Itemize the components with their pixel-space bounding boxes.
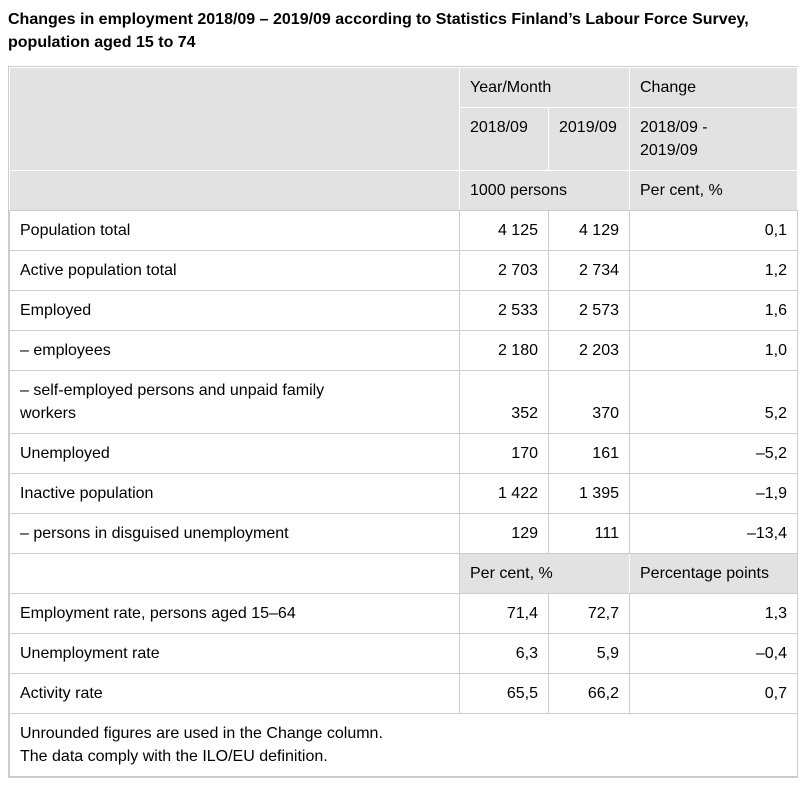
table-row: Activity rate 65,5 66,2 0,7 xyxy=(9,673,798,714)
change-value-cell: 1,3 xyxy=(629,593,798,634)
table-row: – self-employed persons and unpaid famil… xyxy=(9,370,798,434)
table-row: – employees 2 180 2 203 1,0 xyxy=(9,330,798,371)
header-2018-09: 2018/09 xyxy=(459,107,549,171)
value-2019-cell: 72,7 xyxy=(548,593,630,634)
change-value-cell: 0,1 xyxy=(629,210,798,251)
employment-table: Year/Month Change 2018/09 2019/09 2018/0… xyxy=(9,67,798,777)
subheader-empty-cell xyxy=(9,553,460,594)
table-row: – persons in disguised unemployment 129 … xyxy=(9,513,798,554)
subheader-unit-per-cent: Per cent, % xyxy=(459,553,630,594)
change-value-cell: –13,4 xyxy=(629,513,798,554)
value-2019-cell: 2 203 xyxy=(548,330,630,371)
subheader-row-rates: Per cent, % Percentage points xyxy=(9,553,798,594)
change-value-cell: 5,2 xyxy=(629,370,798,434)
row-label-cell: Population total xyxy=(9,210,460,251)
employment-table-wrapper: Year/Month Change 2018/09 2019/09 2018/0… xyxy=(8,66,798,778)
change-value-cell: –5,2 xyxy=(629,433,798,474)
change-value-cell: 1,0 xyxy=(629,330,798,371)
table-row: Employed 2 533 2 573 1,6 xyxy=(9,290,798,331)
value-2019-cell: 111 xyxy=(548,513,630,554)
value-2018-cell: 2 180 xyxy=(459,330,549,371)
row-label-cell: – persons in disguised unemployment xyxy=(9,513,460,554)
value-2018-cell: 352 xyxy=(459,370,549,434)
header-unit-1000-persons: 1000 persons xyxy=(459,170,630,211)
change-value-cell: –0,4 xyxy=(629,633,798,674)
value-2019-cell: 66,2 xyxy=(548,673,630,714)
table-row: Inactive population 1 422 1 395 –1,9 xyxy=(9,473,798,514)
table-row: Unemployed 170 161 –5,2 xyxy=(9,433,798,474)
value-2018-cell: 170 xyxy=(459,433,549,474)
value-2019-cell: 2 573 xyxy=(548,290,630,331)
value-2019-cell: 370 xyxy=(548,370,630,434)
header-2019-09: 2019/09 xyxy=(548,107,630,171)
header-row-units-title: Year/Month Change xyxy=(9,67,798,171)
value-2018-cell: 65,5 xyxy=(459,673,549,714)
table-row: Unemployment rate 6,3 5,9 –0,4 xyxy=(9,633,798,674)
change-value-cell: 0,7 xyxy=(629,673,798,714)
row-label-cell: – self-employed persons and unpaid famil… xyxy=(9,370,460,434)
row-label-cell: Employment rate, persons aged 15–64 xyxy=(9,593,460,634)
header-row-measure-units: 1000 persons Per cent, % xyxy=(9,170,798,211)
row-label-cell: – employees xyxy=(9,330,460,371)
header-empty-cell-2 xyxy=(9,170,460,211)
row-label-cell: Unemployed xyxy=(9,433,460,474)
value-2018-cell: 1 422 xyxy=(459,473,549,514)
row-label-cell: Active population total xyxy=(9,250,460,291)
change-value-cell: 1,6 xyxy=(629,290,798,331)
table-row: Active population total 2 703 2 734 1,2 xyxy=(9,250,798,291)
value-2018-cell: 71,4 xyxy=(459,593,549,634)
value-2018-cell: 4 125 xyxy=(459,210,549,251)
row-label-cell: Employed xyxy=(9,290,460,331)
value-2019-cell: 161 xyxy=(548,433,630,474)
header-unit-per-cent: Per cent, % xyxy=(629,170,798,211)
value-2018-cell: 129 xyxy=(459,513,549,554)
table-row: Employment rate, persons aged 15–64 71,4… xyxy=(9,593,798,634)
subheader-unit-percentage-points: Percentage points xyxy=(629,553,798,594)
value-2018-cell: 6,3 xyxy=(459,633,549,674)
header-change: Change xyxy=(629,67,798,108)
row-label-cell: Unemployment rate xyxy=(9,633,460,674)
value-2018-cell: 2 533 xyxy=(459,290,549,331)
change-value-cell: 1,2 xyxy=(629,250,798,291)
value-2019-cell: 1 395 xyxy=(548,473,630,514)
value-2019-cell: 4 129 xyxy=(548,210,630,251)
value-2018-cell: 2 703 xyxy=(459,250,549,291)
footnote-row: Unrounded figures are used in the Change… xyxy=(9,713,798,777)
footnote-text: Unrounded figures are used in the Change… xyxy=(9,713,798,777)
value-2019-cell: 2 734 xyxy=(548,250,630,291)
table-row: Population total 4 125 4 129 0,1 xyxy=(9,210,798,251)
header-change-period: 2018/09 - 2019/09 xyxy=(629,107,798,171)
header-empty-cell xyxy=(9,67,460,171)
header-year-month: Year/Month xyxy=(459,67,630,108)
header-row-periods: 2018/09 2019/09 2018/09 - 2019/09 xyxy=(10,107,798,171)
change-value-cell: –1,9 xyxy=(629,473,798,514)
row-label-cell: Inactive population xyxy=(9,473,460,514)
value-2019-cell: 5,9 xyxy=(548,633,630,674)
page-title: Changes in employment 2018/09 – 2019/09 … xyxy=(8,11,749,51)
row-label-cell: Activity rate xyxy=(9,673,460,714)
